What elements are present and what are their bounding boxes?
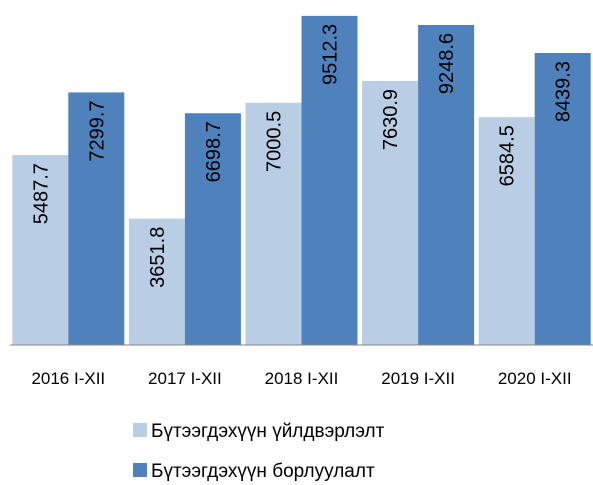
bar: [301, 15, 358, 345]
data-label: 7630.9: [380, 89, 402, 150]
legend-label: Бүтээгдэхүүн үйлдвэрлэлт: [151, 421, 385, 442]
x-tick-label: 2018 I-XII: [265, 369, 339, 388]
data-label: 9248.6: [436, 33, 458, 94]
bar: [12, 155, 69, 345]
bar: [128, 218, 185, 345]
data-label: 7299.7: [86, 100, 108, 161]
bar: [184, 113, 241, 346]
data-label: 3651.8: [147, 227, 169, 288]
legend-label: Бүтээгдэхүүн борлуулалт: [151, 461, 375, 482]
x-tick-label: 2019 I-XII: [381, 369, 455, 388]
data-label: 9512.3: [320, 24, 342, 85]
x-tick-label: 2017 I-XII: [148, 369, 222, 388]
x-tick-label: 2020 I-XII: [498, 369, 572, 388]
data-label: 5487.7: [30, 163, 52, 224]
x-tick-label: 2016 I-XII: [31, 369, 105, 388]
data-label: 6698.7: [203, 121, 225, 182]
bar: [362, 80, 419, 346]
bar: [478, 117, 535, 345]
bar: [418, 24, 475, 345]
bar: [68, 92, 125, 345]
bar: [245, 102, 302, 345]
legend-swatch: [133, 423, 147, 437]
data-label: 8439.3: [553, 61, 575, 122]
data-label: 7000.5: [264, 111, 286, 172]
bar: [534, 53, 591, 346]
legend-swatch: [133, 463, 147, 477]
data-label: 6584.5: [497, 125, 519, 186]
